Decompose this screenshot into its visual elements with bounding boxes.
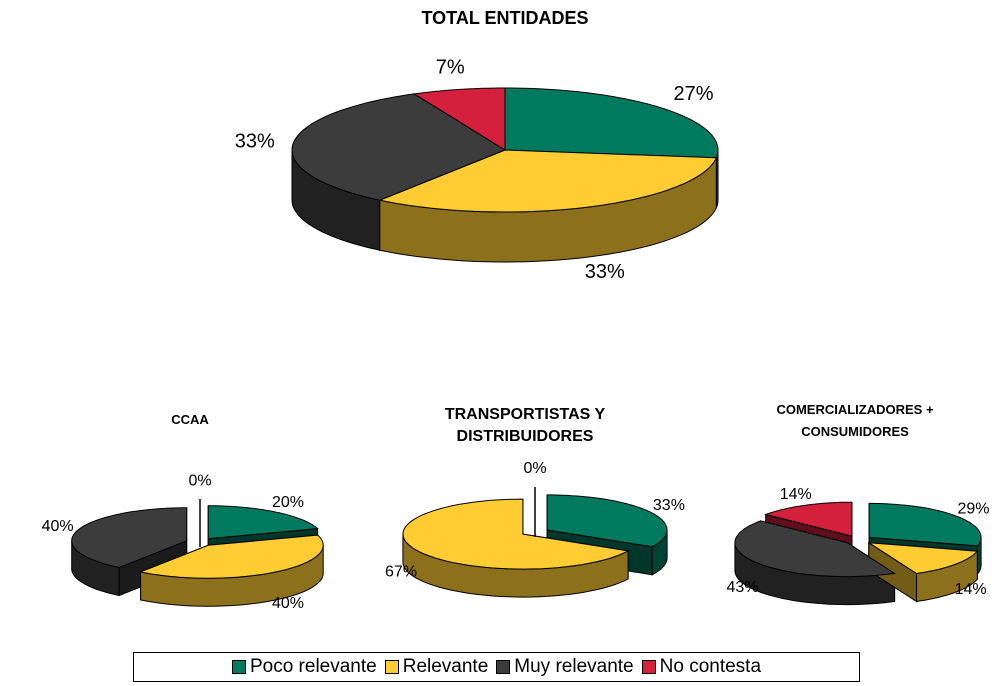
chart-title: TOTAL ENTIDADES	[421, 8, 589, 28]
legend-item: Muy relevante	[496, 656, 634, 678]
data-label: 0%	[188, 473, 211, 490]
legend-label: Relevante	[402, 656, 489, 677]
data-label: 40%	[42, 518, 74, 535]
slice	[763, 501, 853, 537]
legend-swatch	[384, 660, 399, 674]
slice	[734, 520, 897, 578]
slice	[291, 93, 507, 201]
legend-label: Poco relevante	[249, 656, 377, 677]
data-label: 7%	[436, 57, 465, 79]
slice	[138, 534, 324, 579]
data-label: 0%	[523, 460, 546, 477]
slice	[207, 505, 319, 540]
chart-title: COMERCIALIZADORES + CONSUMIDORES	[776, 402, 934, 439]
slice	[504, 87, 719, 159]
slice	[412, 87, 506, 151]
data-label: 29%	[957, 500, 989, 517]
chart-title: CCAA	[171, 412, 209, 427]
slice	[868, 542, 979, 575]
data-label: 43%	[726, 579, 758, 596]
data-label: 14%	[955, 581, 987, 598]
slice	[546, 494, 668, 548]
data-label: 33%	[585, 261, 625, 283]
legend-swatch	[231, 660, 246, 674]
data-label: 67%	[385, 564, 417, 581]
legend-label: Muy relevante	[514, 656, 634, 677]
legend-item: Relevante	[384, 656, 489, 678]
data-label: 33%	[235, 130, 275, 152]
data-label: 27%	[674, 83, 714, 105]
legend-item: Poco relevante	[231, 656, 377, 678]
data-label: 33%	[653, 497, 685, 514]
legend: Poco relevante Relevante Muy relevante No c…	[133, 652, 860, 682]
legend-swatch	[496, 660, 511, 674]
data-label: 20%	[272, 494, 304, 511]
slice	[402, 498, 630, 570]
slice	[378, 149, 718, 213]
legend-label: No contesta	[659, 656, 762, 677]
legend-swatch	[641, 660, 656, 674]
slice	[71, 507, 188, 569]
legend-item: No contesta	[641, 656, 762, 678]
slice	[868, 502, 982, 547]
data-label: 14%	[780, 486, 812, 503]
data-label: 40%	[272, 595, 304, 612]
chart-title: TRANSPORTISTAS Y DISTRIBUIDORES	[444, 406, 606, 445]
